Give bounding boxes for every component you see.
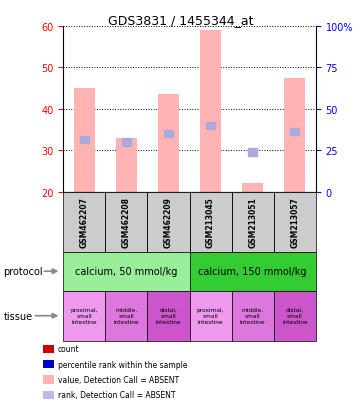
Bar (63, 192, 316, 252)
Text: proximal,
small
intestine: proximal, small intestine (197, 307, 224, 325)
Text: calcium, 150 mmol/kg: calcium, 150 mmol/kg (199, 266, 307, 277)
Bar (190, 252, 316, 291)
Text: GDS3831 / 1455344_at: GDS3831 / 1455344_at (108, 14, 253, 27)
Bar (43, 360, 54, 368)
Text: GSM213057: GSM213057 (290, 197, 299, 247)
Bar (242, 184, 263, 192)
Bar (122, 139, 131, 146)
Bar (248, 149, 257, 157)
Bar (79, 137, 89, 144)
Bar (74, 89, 95, 192)
Text: GSM462209: GSM462209 (164, 197, 173, 247)
Bar (284, 78, 305, 192)
Text: GSM213051: GSM213051 (248, 197, 257, 247)
Bar (274, 291, 316, 341)
Bar (63, 252, 190, 291)
Text: value, Detection Call = ABSENT: value, Detection Call = ABSENT (58, 375, 179, 384)
Text: rank, Detection Call = ABSENT: rank, Detection Call = ABSENT (58, 390, 175, 399)
Bar (206, 122, 215, 130)
Bar (63, 291, 105, 341)
Text: distal,
small
intestine: distal, small intestine (282, 307, 308, 325)
Bar (190, 291, 232, 341)
Bar (164, 131, 173, 138)
Bar (43, 375, 54, 384)
Bar (158, 95, 179, 192)
Text: GSM213045: GSM213045 (206, 197, 215, 247)
Bar (43, 345, 54, 353)
Bar (200, 31, 221, 192)
Text: GSM462208: GSM462208 (122, 197, 131, 247)
Bar (147, 291, 190, 341)
Text: tissue: tissue (4, 311, 33, 321)
Text: percentile rank within the sample: percentile rank within the sample (58, 360, 187, 369)
Bar (290, 128, 299, 136)
Text: proximal,
small
intestine: proximal, small intestine (70, 307, 98, 325)
Text: middle,
small
intestine: middle, small intestine (114, 307, 139, 325)
Bar (105, 291, 147, 341)
Text: protocol: protocol (4, 266, 43, 277)
Text: count: count (58, 344, 79, 354)
Text: GSM462207: GSM462207 (80, 197, 89, 247)
Text: calcium, 50 mmol/kg: calcium, 50 mmol/kg (75, 266, 178, 277)
Bar (232, 291, 274, 341)
Text: distal,
small
intestine: distal, small intestine (156, 307, 181, 325)
Bar (116, 138, 137, 192)
Bar (43, 391, 54, 399)
Text: middle,
small
intestine: middle, small intestine (240, 307, 265, 325)
